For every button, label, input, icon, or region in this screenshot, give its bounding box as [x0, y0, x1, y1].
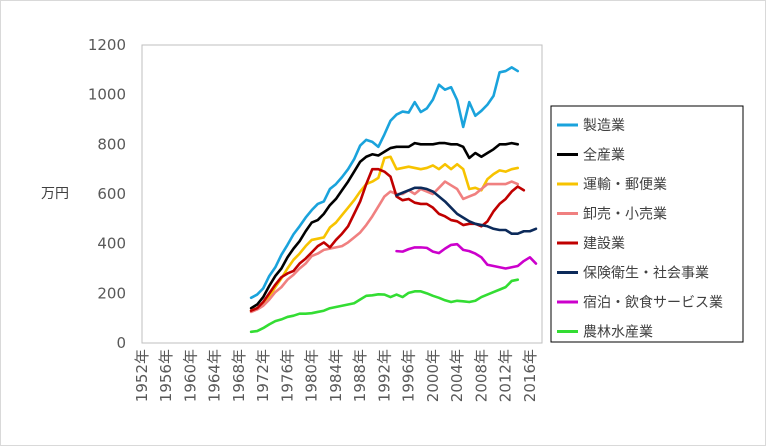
series-line-5: [395, 186, 538, 236]
series-line-0: [249, 66, 520, 300]
series-line-4: [249, 167, 526, 313]
x-tick-label: 1964年: [206, 349, 224, 402]
x-tick-label: 1956年: [157, 349, 175, 402]
legend-label: 全産業: [583, 147, 625, 164]
legend-label: 農林水産業: [583, 325, 653, 341]
y-tick-label: 200: [97, 284, 126, 302]
series-line-2: [249, 155, 520, 313]
x-axis: 1952年 1956年 1960年 1964年 1968年 1972年 1976年 1980年…: [133, 349, 539, 402]
legend-label: 製造業: [583, 118, 625, 134]
x-tick-label: 2004年: [448, 349, 466, 402]
plot-area: [141, 44, 543, 344]
series-line-1: [249, 141, 520, 310]
legend-label: 保険衛生・社会事業: [583, 266, 709, 282]
x-tick-label: 1980年: [303, 349, 321, 402]
x-tick-label: 2000年: [424, 349, 442, 402]
plot-border: [141, 44, 543, 344]
x-tick-label: 2008年: [472, 349, 490, 402]
series-lines: [249, 66, 538, 334]
legend-label: 運輸・郵便業: [583, 177, 667, 193]
x-tick-label: 1988年: [351, 349, 369, 402]
x-tick-label: 1992年: [375, 349, 393, 402]
y-tick-label: 1200: [88, 36, 126, 54]
x-tick-label: 1952年: [133, 349, 151, 402]
x-tick-label: 1976年: [278, 349, 296, 402]
x-tick-label: 2016年: [521, 349, 539, 402]
legend: 製造業全産業運輸・郵便業卸売・小売業建設業保険衛生・社会事業宿泊・飲食サービス業…: [550, 105, 744, 343]
legend-label: 宿泊・飲食サービス業: [583, 294, 723, 311]
x-tick-label: 1968年: [230, 349, 248, 402]
y-axis-title: 万円: [41, 186, 69, 202]
series-line-7: [249, 278, 520, 334]
y-axis: 0 200 400 600 800 1000 1200: [88, 36, 126, 352]
legend-label: 建設業: [583, 236, 625, 252]
legend-label: 卸売・小売業: [583, 207, 667, 223]
y-tick-label: 0: [116, 334, 126, 352]
y-tick-label: 600: [97, 185, 126, 203]
x-tick-label: 2012年: [497, 349, 515, 402]
x-tick-label: 1960年: [181, 349, 199, 402]
x-tick-label: 1972年: [254, 349, 272, 402]
x-tick-label: 1996年: [400, 349, 418, 402]
series-line-3: [249, 180, 520, 314]
legend-box: [550, 105, 744, 343]
y-tick-label: 400: [97, 235, 126, 253]
y-tick-label: 800: [97, 135, 126, 153]
series-line-6: [395, 242, 538, 270]
x-tick-label: 1984年: [327, 349, 345, 402]
y-tick-label: 1000: [88, 86, 126, 104]
